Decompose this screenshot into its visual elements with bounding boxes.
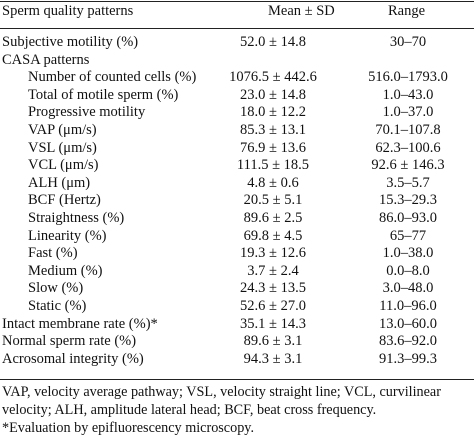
row-label: Subjective motility (%) [2,34,139,50]
table-row: Fast (%) 19.3 ± 12.6 1.0–38.0 [0,245,474,263]
row-range: 30–70 [389,34,427,50]
row-range: 11.0–96.0 [379,297,437,314]
row-range: 1.0–37.0 [382,104,434,121]
row-range: 15.3–29.3 [379,192,437,209]
row-label: Acrosomal integrity (%) [2,350,144,367]
table-row: VAP (μm/s) 85.3 ± 13.1 70.1–107.8 [0,122,474,140]
row-range: 62.3–100.6 [375,139,441,156]
row-label: Intact membrane rate (%)* [2,315,158,332]
row-range: 86.0–93.0 [379,209,437,226]
row-mean-sd: 3.7 ± 2.4 [247,262,299,279]
header-mean-sd: Mean ± SD [268,3,335,19]
row-mean-sd: 52.0 ± 14.8 [240,34,306,50]
table-header-rule [0,28,474,29]
row-range: 0.0–8.0 [386,262,430,279]
table-row: Acrosomal integrity (%) 94.3 ± 3.1 91.3–99… [0,351,474,369]
row-label: Number of counted cells (%) [28,69,197,86]
row-mean-sd: 111.5 ± 18.5 [236,157,310,174]
table-row: CASA patterns [0,52,474,70]
row-label: Straightness (%) [28,209,125,226]
row-label: Static (%) [28,297,87,314]
table-row: VCL (μm/s) 111.5 ± 18.5 92.6 ± 146.3 [0,157,474,175]
row-label: Total of motile sperm (%) [28,86,179,103]
row-mean-sd: 20.5 ± 5.1 [243,192,303,209]
table-row: Progressive motility 18.0 ± 12.2 1.0–37.0 [0,104,474,122]
row-mean-sd: 89.6 ± 2.5 [243,209,303,226]
table-row: ALH (μm) 4.8 ± 0.6 3.5–5.7 [0,175,474,193]
table-row: Subjective motility (%) 52.0 ± 14.8 30–70 [0,34,474,52]
row-label: Linearity (%) [28,227,107,244]
row-range: 70.1–107.8 [375,121,441,138]
row-label: Fast (%) [28,245,78,262]
table-row: Medium (%) 3.7 ± 2.4 0.0–8.0 [0,263,474,281]
table-header: Sperm quality patterns Mean ± SD Range [0,0,474,26]
row-range: 65–77 [389,227,427,244]
row-mean-sd: 69.8 ± 4.5 [243,227,303,244]
table-row: Normal sperm rate (%) 89.6 ± 3.1 83.6–92.0 [0,333,474,351]
row-range: 1.0–43.0 [382,86,434,103]
row-range: 516.0–1793.0 [368,69,448,86]
row-label: Slow (%) [28,280,84,297]
row-label: VSL (μm/s) [28,139,97,156]
table-row: Linearity (%) 69.8 ± 4.5 65–77 [0,228,474,246]
table-row: VSL (μm/s) 76.9 ± 13.6 62.3–100.6 [0,140,474,158]
row-label: VCL (μm/s) [28,157,99,174]
row-mean-sd: 4.8 ± 0.6 [247,174,299,191]
row-mean-sd: 52.6 ± 27.0 [240,297,306,314]
table-row: Number of counted cells (%) 1076.5 ± 442.… [0,69,474,87]
footnote-abbreviations-line1: VAP, velocity average pathway; VSL, velo… [2,384,441,400]
row-label: Progressive motility [28,104,146,121]
table-body: Subjective motility (%) 52.0 ± 14.8 30–70 C… [0,34,474,368]
header-range: Range [388,3,426,19]
row-range: 1.0–38.0 [382,245,434,262]
header-sperm-quality-patterns: Sperm quality patterns [2,3,134,19]
table-row: Slow (%) 24.3 ± 13.5 3.0–48.0 [0,280,474,298]
row-range: 3.5–5.7 [386,174,430,191]
row-mean-sd: 94.3 ± 3.1 [243,350,303,367]
table-row: BCF (Hertz) 20.5 ± 5.1 15.3–29.3 [0,192,474,210]
row-mean-sd: 19.3 ± 12.6 [240,245,306,262]
row-label: BCF (Hertz) [28,192,101,209]
row-range: 92.6 ± 146.3 [371,157,445,174]
row-mean-sd: 24.3 ± 13.5 [240,280,306,297]
row-label: VAP (μm/s) [28,121,97,138]
row-range: 13.0–60.0 [379,315,437,332]
table-top-rule [0,1,474,2]
footnote-asterisk: *Evaluation by epifluorescency microscop… [2,419,255,436]
table-row: Total of motile sperm (%) 23.0 ± 14.8 1.0–… [0,87,474,105]
row-mean-sd: 85.3 ± 13.1 [240,121,306,138]
row-mean-sd: 23.0 ± 14.8 [240,86,306,103]
row-label: Medium (%) [28,262,103,279]
row-mean-sd: 76.9 ± 13.6 [240,139,306,156]
table-footnotes: VAP, velocity average pathway; VSL, velo… [2,384,472,437]
row-range: 91.3–99.3 [379,350,437,367]
row-range: 3.0–48.0 [382,280,434,297]
table-row: Straightness (%) 89.6 ± 2.5 86.0–93.0 [0,210,474,228]
table-row: Intact membrane rate (%)* 35.1 ± 14.3 13.0… [0,316,474,334]
row-label: Normal sperm rate (%) [2,333,137,350]
row-mean-sd: 89.6 ± 3.1 [243,333,303,350]
row-mean-sd: 1076.5 ± 442.6 [229,69,317,86]
row-label: ALH (μm) [28,174,91,191]
footnote-abbreviations-line2: velocity; ALH, amplitude lateral head; B… [2,401,377,418]
row-mean-sd: 35.1 ± 14.3 [240,315,306,332]
row-range: 83.6–92.0 [379,333,437,350]
table-row: Static (%) 52.6 ± 27.0 11.0–96.0 [0,298,474,316]
row-mean-sd: 18.0 ± 12.2 [240,104,306,121]
row-label: CASA patterns [2,51,90,68]
table-bottom-rule [0,379,474,380]
